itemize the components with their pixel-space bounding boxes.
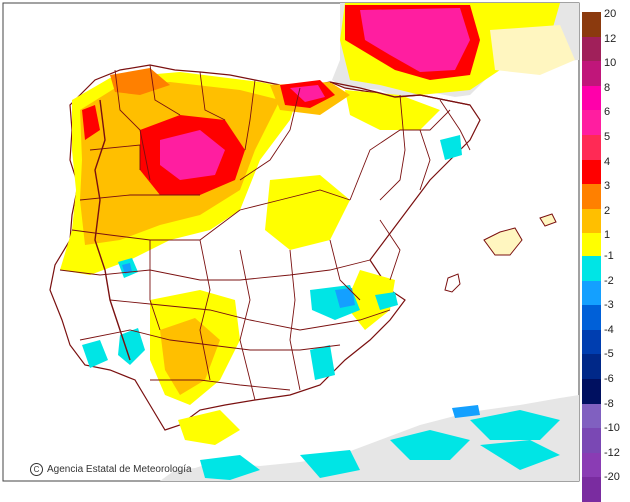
- legend-swatch-cool: [582, 403, 601, 429]
- country-borders: [94, 81, 471, 361]
- legend-label: 6: [604, 106, 611, 119]
- legend-label: 4: [604, 155, 611, 168]
- legend-swatch-warm: [582, 159, 601, 185]
- legend-swatch-cool: [582, 379, 601, 404]
- legend-swatch-cool: [582, 477, 601, 502]
- legend-swatch-cool: [582, 452, 601, 478]
- legend-label: -12: [604, 446, 620, 459]
- legend-swatch-cool: [582, 256, 601, 281]
- legend-label: -4: [604, 323, 614, 336]
- legend-label: -20: [604, 471, 620, 484]
- legend-swatch-cool: [582, 280, 601, 306]
- negative-anomaly-areas: [82, 135, 560, 480]
- legend-swatch-cool: [582, 428, 601, 453]
- legend-label: -8: [604, 397, 614, 410]
- legend-label: -1: [604, 250, 614, 262]
- legend-label: -6: [604, 373, 614, 385]
- legend-label: 2: [604, 204, 611, 217]
- legend-label: -5: [604, 348, 614, 361]
- positive-anomaly-areas: [60, 3, 575, 445]
- legend-swatch-warm: [582, 12, 601, 37]
- copyright-icon: C: [30, 463, 43, 476]
- legend-swatch-warm: [582, 208, 601, 234]
- legend-label: 20: [604, 8, 617, 20]
- legend-label: 3: [604, 180, 611, 193]
- legend-label: 12: [604, 32, 617, 45]
- legend-swatch-warm: [582, 135, 601, 160]
- legend-swatch-warm: [582, 233, 601, 258]
- legend-swatch-cool: [582, 354, 601, 379]
- legend-label: -10: [604, 422, 620, 435]
- legend-swatch-cool: [582, 329, 601, 355]
- ibiza-island: [444, 273, 461, 293]
- province-boundaries: [59, 64, 471, 401]
- color-legend: 20 12 10 8 6 5 4 3 2 1 -1 -2 -3 -4 -5 -6 -8 -10 -12 -20: [582, 8, 630, 502]
- legend-swatch-warm: [582, 184, 601, 209]
- legend-label: 5: [604, 131, 611, 143]
- credit-text: Agencia Estatal de Meteorología: [47, 464, 192, 476]
- legend-label: 10: [604, 57, 617, 70]
- menorca-island: [539, 213, 557, 227]
- legend-swatch-warm: [582, 110, 601, 135]
- legend-swatch-warm: [582, 36, 601, 62]
- africa-landmass: [160, 395, 579, 481]
- mallorca-island: [483, 227, 523, 256]
- legend-label: 1: [604, 229, 611, 242]
- agency-credit: C Agencia Estatal de Meteorología: [30, 463, 192, 476]
- legend-swatch-warm: [582, 85, 601, 111]
- legend-label: 8: [604, 81, 611, 94]
- legend-label: -2: [604, 274, 614, 287]
- legend-label: -3: [604, 299, 614, 312]
- legend-swatch-cool: [582, 305, 601, 330]
- legend-swatch-warm: [582, 61, 601, 86]
